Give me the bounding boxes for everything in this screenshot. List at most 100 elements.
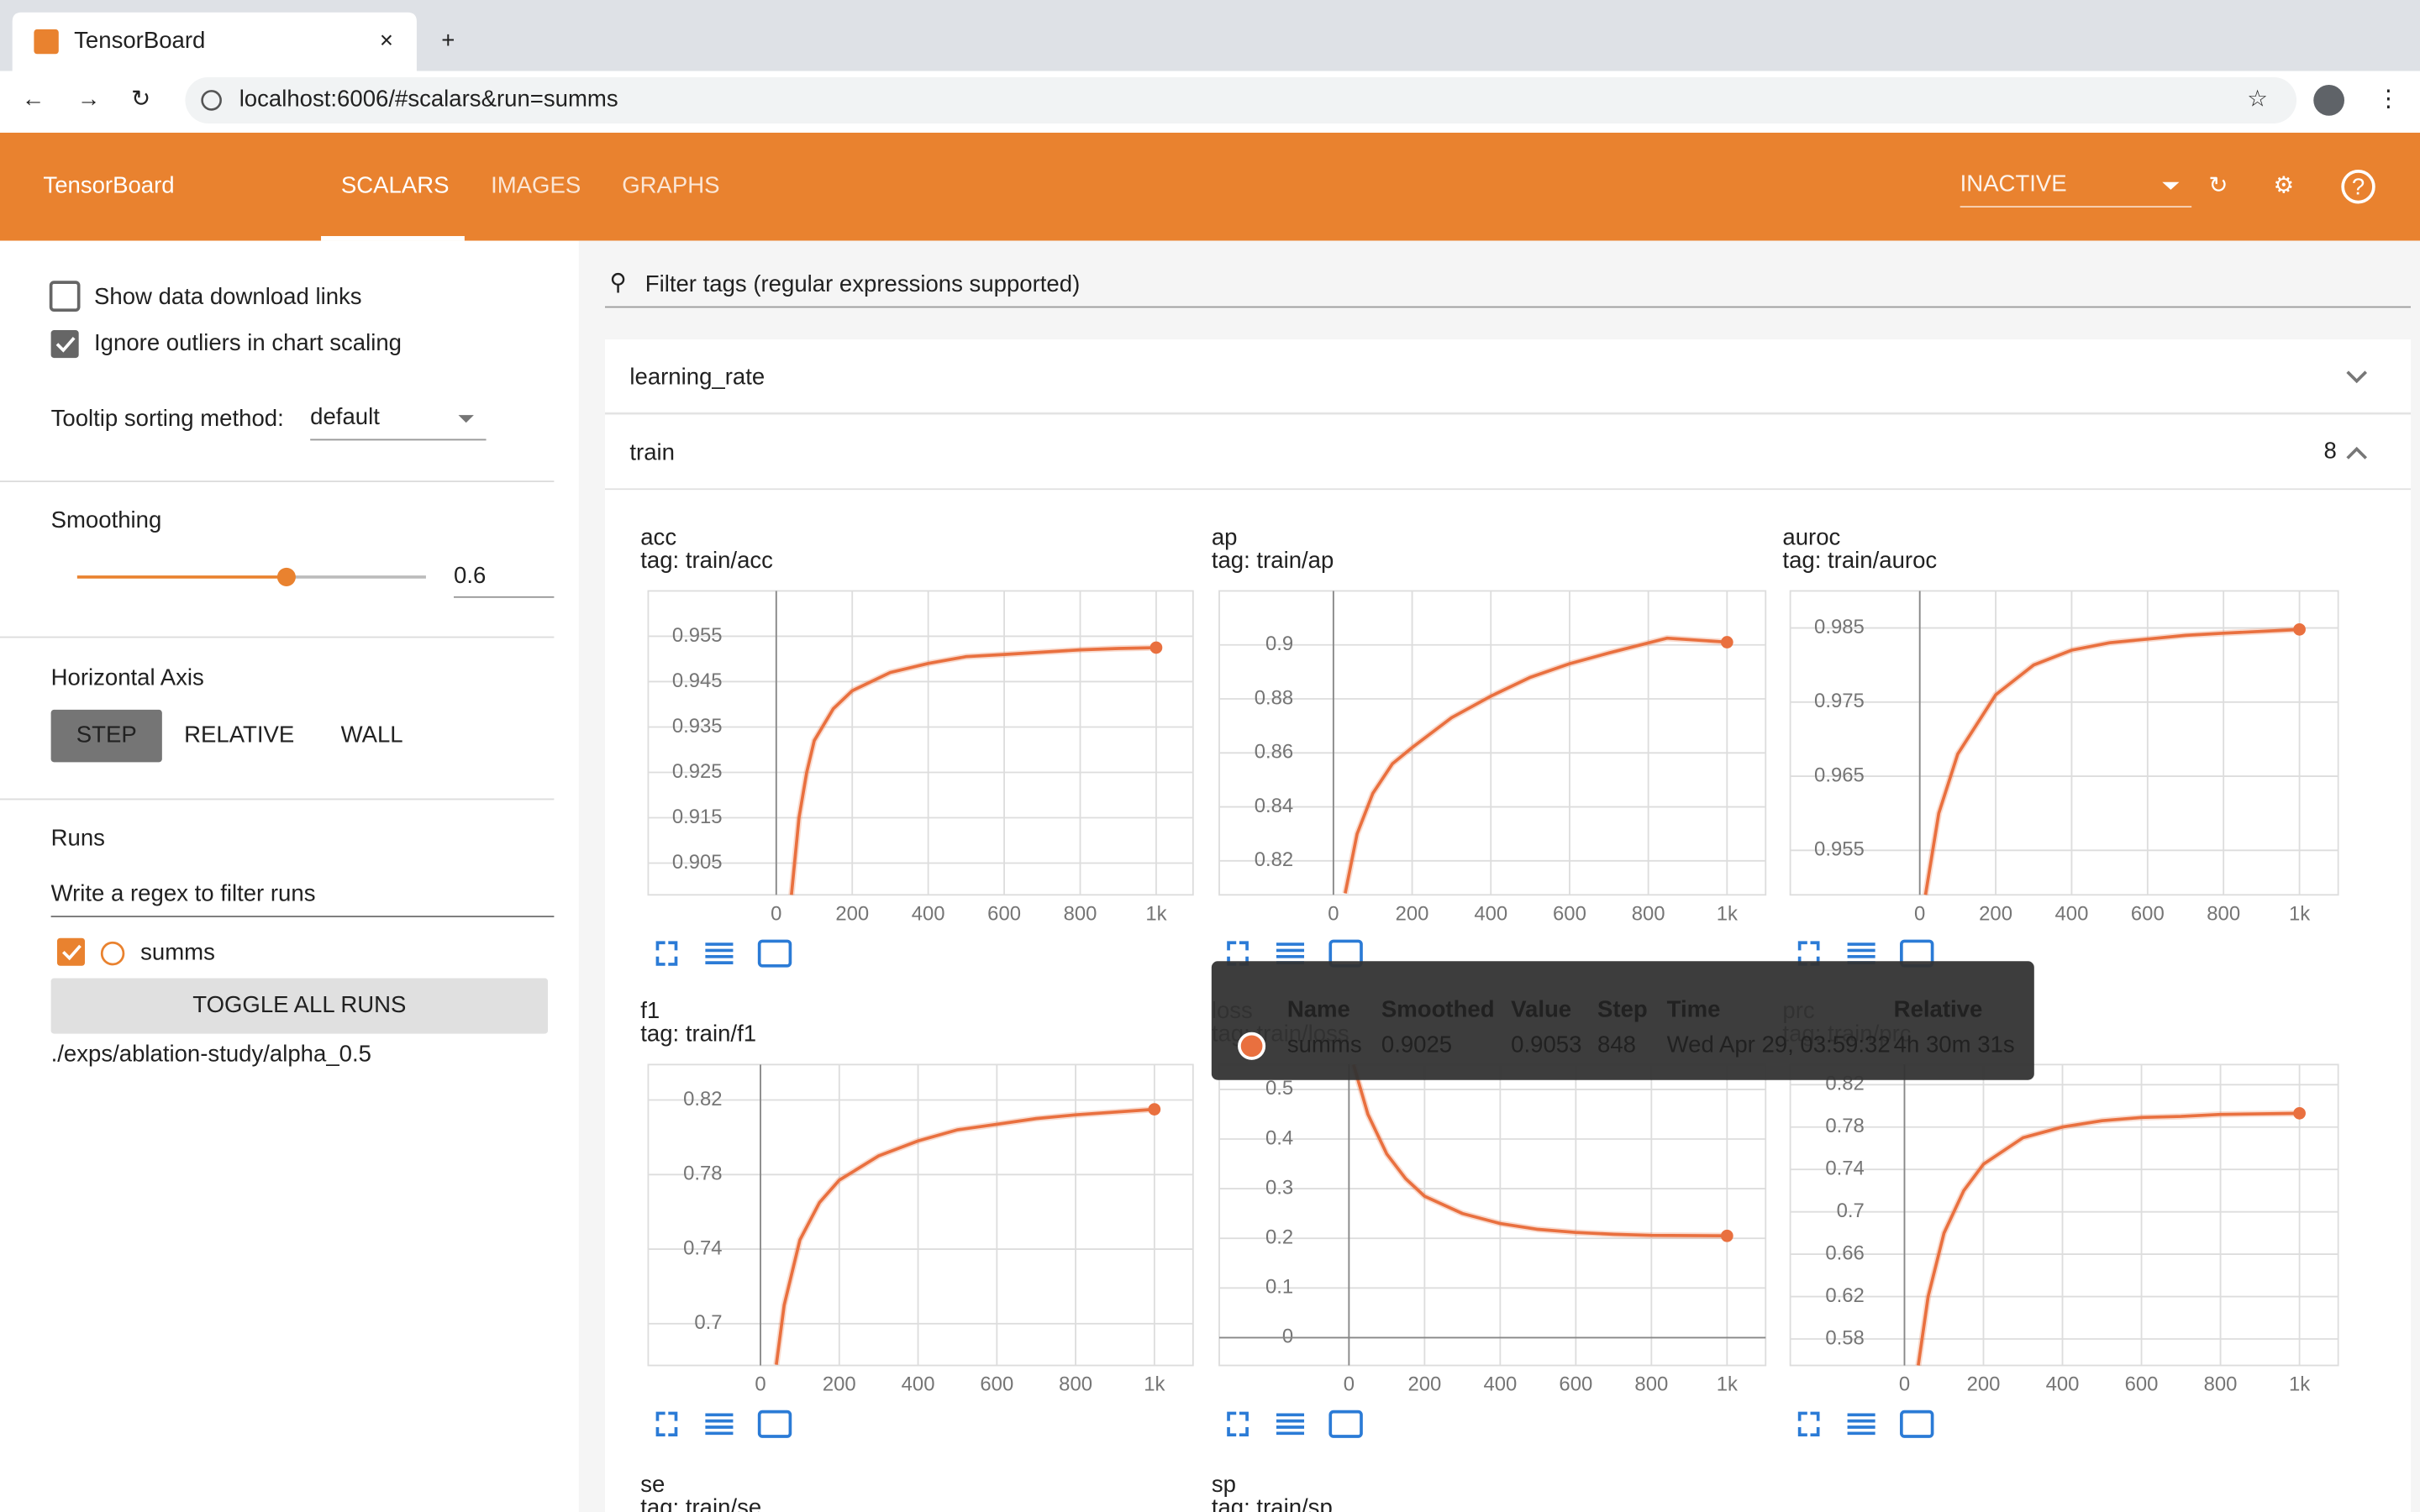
y-tick-label: 0.4 bbox=[1265, 1126, 1293, 1149]
x-tick-label: 400 bbox=[912, 902, 945, 925]
fullscreen-button[interactable] bbox=[1797, 941, 1820, 966]
sorting-value[interactable]: default bbox=[310, 403, 380, 429]
chart-tag: tag: train/auroc bbox=[1782, 547, 1937, 573]
nav-tab[interactable]: SCALARS bbox=[341, 172, 450, 198]
address-bar[interactable] bbox=[185, 76, 2297, 123]
fit-button[interactable] bbox=[1328, 1410, 1363, 1438]
y-tick-label: 0.7 bbox=[1837, 1200, 1865, 1222]
checkbox[interactable] bbox=[50, 330, 79, 359]
run-swatch bbox=[1238, 1032, 1266, 1060]
chart-tag: tag: train/acc bbox=[640, 547, 773, 573]
settings-button[interactable]: ⚙ bbox=[2274, 172, 2295, 198]
y-tick-label: 0.925 bbox=[672, 760, 723, 783]
app-title: TensorBoard bbox=[43, 172, 174, 198]
section-label: Runs bbox=[51, 824, 105, 850]
x-tick-label: 400 bbox=[1483, 1373, 1517, 1396]
group-name: learning_rate bbox=[629, 363, 765, 389]
tooltip-header: Name bbox=[1287, 995, 1350, 1021]
data-button[interactable] bbox=[1276, 942, 1305, 964]
y-tick-label: 0.935 bbox=[672, 715, 723, 738]
filter-input[interactable]: Filter tags (regular expressions support… bbox=[645, 270, 1081, 297]
x-tick-label: 1k bbox=[1145, 902, 1166, 925]
x-tick-label: 600 bbox=[1559, 1373, 1592, 1396]
last-point bbox=[1720, 1229, 1733, 1242]
smoothing-value[interactable]: 0.6 bbox=[454, 562, 486, 588]
data-button[interactable] bbox=[1847, 1413, 1876, 1436]
group-header[interactable] bbox=[605, 339, 2411, 412]
run-color[interactable] bbox=[100, 941, 125, 966]
data-button[interactable] bbox=[1847, 942, 1876, 964]
fullscreen-button[interactable] bbox=[655, 941, 678, 966]
reload-button[interactable]: ↻ bbox=[2208, 172, 2228, 198]
fit-button[interactable] bbox=[1900, 1410, 1934, 1438]
y-tick-label: 0.965 bbox=[1814, 764, 1865, 786]
x-tick-label: 200 bbox=[823, 1373, 856, 1396]
y-tick-label: 0.3 bbox=[1265, 1176, 1293, 1199]
tab[interactable] bbox=[12, 12, 417, 71]
smoothing-slider[interactable] bbox=[76, 567, 426, 586]
y-tick-label: 0.74 bbox=[683, 1236, 722, 1259]
expand-icon[interactable] bbox=[2346, 370, 2368, 384]
nav-tab[interactable]: GRAPHS bbox=[622, 172, 719, 198]
check bbox=[62, 944, 82, 961]
tab-indicator bbox=[321, 236, 465, 241]
tooltip-cell: 0.9053 bbox=[1511, 1032, 1581, 1058]
run-checkbox[interactable] bbox=[56, 937, 86, 966]
axis-button-selected[interactable] bbox=[50, 709, 162, 763]
y-tick-label: 0.82 bbox=[683, 1088, 722, 1110]
tooltip-header: Smoothed bbox=[1381, 995, 1495, 1021]
run-status[interactable]: INACTIVE bbox=[1960, 171, 2067, 197]
y-tick-label: 0.1 bbox=[1265, 1276, 1293, 1299]
y-tick-label: 0 bbox=[1282, 1326, 1293, 1348]
slider-knob bbox=[276, 567, 296, 586]
x-tick-label: 400 bbox=[1474, 902, 1507, 925]
plot-frame bbox=[647, 590, 1194, 896]
last-point bbox=[2293, 623, 2306, 636]
tab-close[interactable]: × bbox=[380, 27, 393, 53]
fit-button[interactable] bbox=[757, 1410, 792, 1438]
tooltip-header: Relative bbox=[1894, 995, 1983, 1021]
menu[interactable]: ⋮ bbox=[2377, 86, 2401, 112]
profile[interactable] bbox=[2313, 85, 2344, 116]
fullscreen-button[interactable] bbox=[655, 1411, 678, 1436]
x-tick-label: 400 bbox=[902, 1373, 935, 1396]
tab-title: TensorBoard bbox=[74, 27, 205, 53]
runs-filter[interactable]: Write a regex to filter runs bbox=[51, 880, 316, 906]
chart-tag: tag: train/f1 bbox=[640, 1021, 756, 1047]
reload[interactable]: ↻ bbox=[131, 86, 150, 112]
x-tick-label: 800 bbox=[1064, 902, 1097, 925]
data-button[interactable] bbox=[705, 1413, 734, 1436]
fit-button[interactable] bbox=[757, 939, 792, 968]
new-tab[interactable]: + bbox=[441, 27, 455, 53]
collapse-icon[interactable] bbox=[2346, 446, 2368, 459]
tooltip-cell: 848 bbox=[1597, 1032, 1636, 1058]
series-line bbox=[775, 1107, 1155, 1365]
axis-option[interactable]: RELATIVE bbox=[184, 721, 294, 747]
nav-tab[interactable]: IMAGES bbox=[491, 172, 581, 198]
back[interactable]: ← bbox=[22, 86, 45, 112]
plot-frame bbox=[647, 1063, 1194, 1367]
y-tick-label: 0.955 bbox=[672, 624, 723, 647]
x-tick-label: 0 bbox=[771, 902, 781, 925]
axis-option[interactable]: WALL bbox=[341, 721, 403, 747]
info-icon[interactable] bbox=[201, 90, 222, 111]
data-button[interactable] bbox=[705, 942, 734, 964]
help-button[interactable] bbox=[2341, 170, 2375, 204]
bookmark[interactable]: ☆ bbox=[2247, 86, 2268, 112]
url: localhost:6006/#scalars&run=summs bbox=[239, 86, 618, 112]
app-header bbox=[0, 132, 2420, 241]
group-count: 8 bbox=[2323, 437, 2336, 463]
forward[interactable]: → bbox=[77, 86, 101, 112]
toggle-button[interactable] bbox=[50, 978, 549, 1034]
data-button[interactable] bbox=[1276, 1413, 1305, 1436]
x-tick-label: 600 bbox=[1553, 902, 1586, 925]
fullscreen-button[interactable] bbox=[1227, 941, 1249, 966]
x-tick-label: 600 bbox=[987, 902, 1021, 925]
x-tick-label: 0 bbox=[755, 1373, 765, 1396]
checkbox[interactable] bbox=[49, 281, 81, 312]
fullscreen-button[interactable] bbox=[1797, 1411, 1820, 1436]
chart-title: acc bbox=[640, 523, 676, 549]
tooltip-cell: 4h 30m 31s bbox=[1894, 1032, 2015, 1058]
series-line bbox=[1923, 627, 2300, 895]
fullscreen-button[interactable] bbox=[1227, 1411, 1249, 1436]
